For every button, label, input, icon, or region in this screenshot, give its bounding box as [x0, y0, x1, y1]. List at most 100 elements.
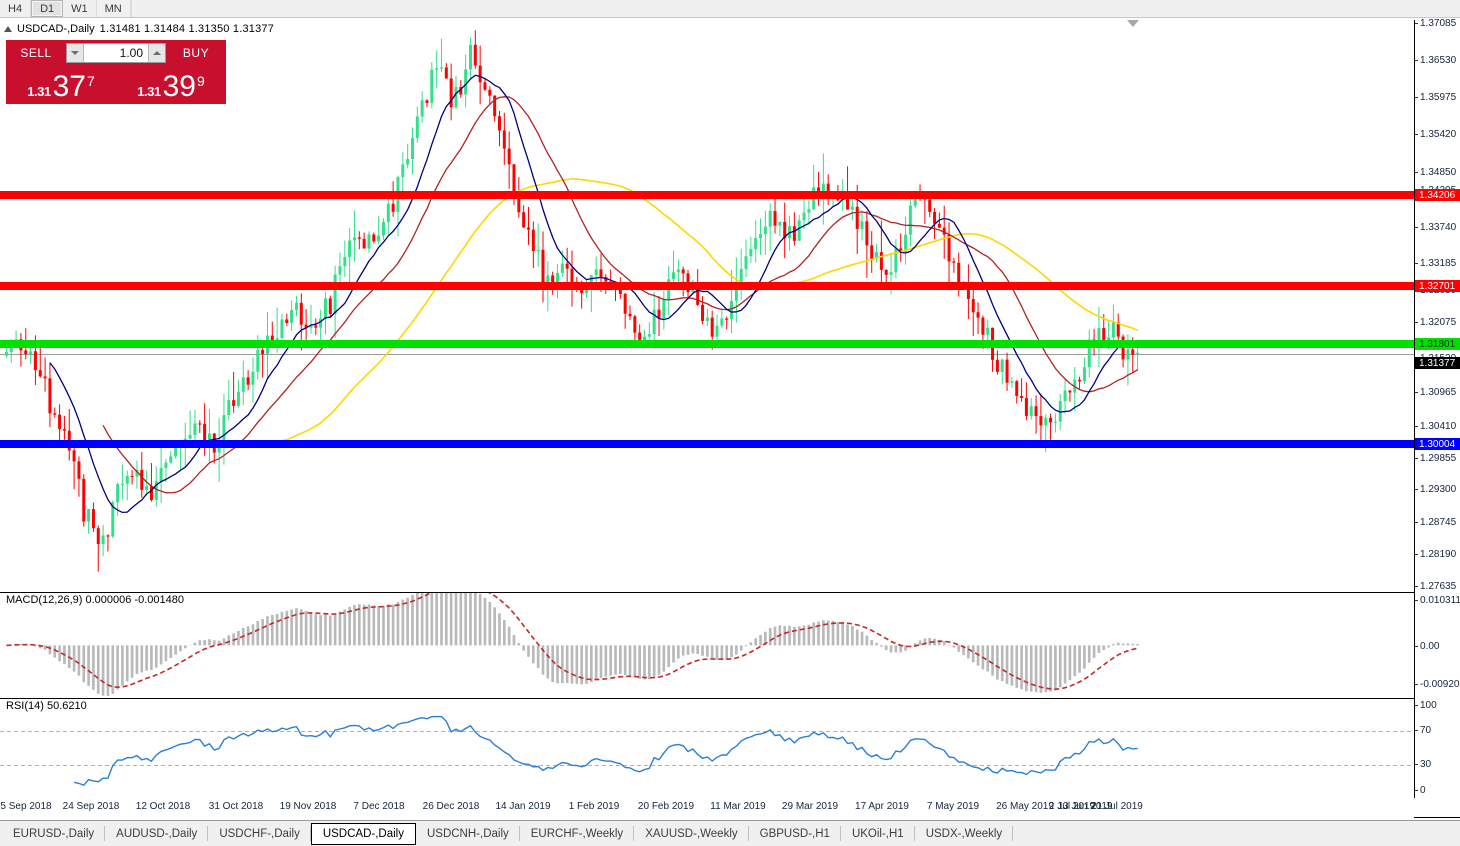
volume-decrease-button[interactable] [67, 44, 84, 62]
price-pane[interactable] [0, 20, 1414, 590]
date-label-13: 7 May 2019 [926, 801, 980, 812]
chart-header: USDCAD-,Daily 1.31481 1.31484 1.31350 1.… [4, 22, 274, 36]
date-label-14: 26 May 2019 [996, 801, 1054, 812]
date-label-5: 7 Dec 2018 [353, 801, 405, 812]
price-tick-1.29300: 1.29300 [1415, 483, 1460, 495]
symbol-tab-usdchfdaily[interactable]: USDCHF-,Daily [208, 822, 311, 845]
sell-price-main: 37 [52, 69, 86, 102]
symbol-tab-gbpusdh1[interactable]: GBPUSD-,H1 [748, 822, 842, 845]
trade-panel-prices-row: 1.31 37 7 1.31 39 9 [7, 65, 225, 103]
price-tick-1.28745: 1.28745 [1415, 516, 1460, 528]
sell-price-prefix: 1.31 [27, 84, 51, 99]
date-label-3: 31 Oct 2018 [208, 801, 264, 812]
buy-price-box[interactable]: 1.31 39 9 [117, 65, 225, 102]
toolbar-spacer [130, 0, 1460, 17]
symbol-tab-eurusddaily[interactable]: EURUSD-,Daily [2, 822, 106, 845]
rsi-tick-100: 100 [1415, 699, 1460, 711]
symbol-tab-audusddaily[interactable]: AUDUSD-,Daily [105, 822, 209, 845]
price-tick-1.37085: 1.37085 [1415, 17, 1460, 29]
buy-price-prefix: 1.31 [137, 84, 161, 99]
macd-chart-svg [6, 593, 1139, 696]
date-label-16: 2 Jul 2019 [1048, 801, 1096, 812]
date-label-1: 24 Sep 2018 [62, 801, 120, 812]
price-tick-1.28190: 1.28190 [1415, 548, 1460, 560]
collapse-triangle-icon[interactable] [4, 26, 12, 32]
date-label-17: 21 Jul 2019 [1091, 801, 1143, 812]
rsi-label: RSI(14) 50.6210 [4, 700, 89, 712]
buy-price-fraction: 9 [196, 73, 205, 89]
rsi-chart-svg [0, 715, 1414, 787]
date-label-4: 19 Nov 2018 [279, 801, 337, 812]
chevron-up-icon [153, 51, 161, 55]
macd-label: MACD(12,26,9) 0.000006 -0.001480 [4, 594, 186, 606]
sell-button[interactable]: SELL [20, 46, 52, 60]
macd-tick--0.009203: -0.009203 [1415, 678, 1460, 690]
level-tick-support-1.30004: 1.30004 [1415, 438, 1460, 450]
sell-price: 1.31 37 7 [27, 69, 95, 102]
date-label-8: 1 Feb 2019 [568, 801, 620, 812]
price-tick-1.32075: 1.32075 [1415, 316, 1460, 328]
timeframe-list: H4 D1 W1 MN [0, 0, 131, 17]
symbol-tab-bar: EURUSD-,Daily AUDUSD-,Daily USDCHF-,Daily U… [0, 820, 1460, 846]
chevron-down-icon [71, 51, 79, 55]
buy-button[interactable]: BUY [182, 46, 210, 60]
timeframe-button-w1[interactable]: W1 [63, 0, 97, 17]
buy-price-main: 39 [162, 69, 196, 102]
macd-tick-0.010311: 0.010311 [1415, 594, 1460, 606]
macd-tick-0.00: 0.00 [1415, 640, 1460, 652]
price-tick-1.33185: 1.33185 [1415, 257, 1460, 269]
rsi-tick-30: 30 [1415, 758, 1460, 770]
timeframe-button-d1[interactable]: D1 [31, 0, 64, 17]
date-label-9: 20 Feb 2019 [637, 801, 695, 812]
chart-scroll-marker-icon[interactable] [1127, 20, 1139, 27]
symbol-tab-list: EURUSD-,Daily AUDUSD-,Daily USDCHF-,Daily U… [2, 822, 1014, 845]
sell-price-box[interactable]: 1.31 37 7 [7, 65, 115, 102]
level-tick-resistance-1.32701: 1.32701 [1415, 280, 1460, 292]
price-tick-1.35420: 1.35420 [1415, 128, 1460, 140]
timeframe-toolbar: H4 D1 W1 MN [0, 0, 1460, 18]
volume-increase-button[interactable] [148, 44, 165, 62]
trade-panel-top-row: SELL 1.00 BUY [7, 41, 225, 65]
symbol-tab-ukoilh1[interactable]: UKOil-,H1 [840, 822, 915, 845]
level-tick-support-1.31801: 1.31801 [1415, 338, 1460, 350]
rsi-pane[interactable] [0, 698, 1414, 796]
date-label-15: 13 Jun 2019 [1057, 801, 1113, 812]
date-axis: 5 Sep 2018 24 Sep 2018 12 Oct 2018 31 Oct 2… [0, 798, 1414, 818]
rsi-tick-0: 0 [1415, 784, 1460, 796]
chart-symbol-label: USDCAD-,Daily [17, 23, 95, 35]
price-tick-1.27635: 1.27635 [1415, 580, 1460, 592]
level-tick-current-1.31377: 1.31377 [1415, 357, 1460, 369]
price-tick-1.30965: 1.30965 [1415, 386, 1460, 398]
timeframe-button-h4[interactable]: H4 [0, 0, 32, 17]
price-tick-1.35975: 1.35975 [1415, 91, 1460, 103]
date-label-11: 29 Mar 2019 [781, 801, 839, 812]
timeframe-button-mn[interactable]: MN [96, 0, 131, 17]
symbol-tab-eurchfweekly[interactable]: EURCHF-,Weekly [519, 822, 635, 845]
buy-price: 1.31 39 9 [137, 69, 205, 102]
date-label-0: 5 Sep 2018 [0, 801, 52, 812]
chart-ohlc-values: 1.31481 1.31484 1.31350 1.31377 [99, 23, 275, 35]
volume-stepper[interactable]: 1.00 [66, 43, 166, 63]
symbol-tab-xauusdweekly[interactable]: XAUUSD-,Weekly [634, 822, 750, 845]
price-chart-svg [0, 30, 1414, 572]
one-click-trade-panel[interactable]: SELL 1.00 BUY 1.31 37 7 [6, 40, 226, 104]
date-label-7: 14 Jan 2019 [495, 801, 551, 812]
price-tick-1.33740: 1.33740 [1415, 221, 1460, 233]
symbol-tab-usdcaddaily[interactable]: USDCAD-,Daily [310, 822, 416, 845]
price-tick-1.29855: 1.29855 [1415, 452, 1460, 464]
date-label-10: 11 Mar 2019 [710, 801, 766, 812]
rsi-tick-70: 70 [1415, 724, 1460, 736]
sell-price-fraction: 7 [86, 73, 95, 89]
price-tick-1.36530: 1.36530 [1415, 54, 1460, 66]
symbol-tab-usdcnhdaily[interactable]: USDCNH-,Daily [415, 822, 520, 845]
date-label-6: 26 Dec 2018 [422, 801, 480, 812]
volume-value[interactable]: 1.00 [119, 46, 143, 60]
price-tick-1.34850: 1.34850 [1415, 166, 1460, 178]
date-label-2: 12 Oct 2018 [135, 801, 191, 812]
level-tick-resistance-1.34206: 1.34206 [1415, 189, 1460, 201]
price-tick-1.30410: 1.30410 [1415, 420, 1460, 432]
symbol-tab-usdxweekly[interactable]: USDX-,Weekly [914, 822, 1014, 845]
price-scale[interactable]: 1.37085 1.36530 1.35975 1.35420 1.34850 1.342… [1414, 17, 1460, 798]
macd-pane[interactable] [0, 592, 1414, 696]
